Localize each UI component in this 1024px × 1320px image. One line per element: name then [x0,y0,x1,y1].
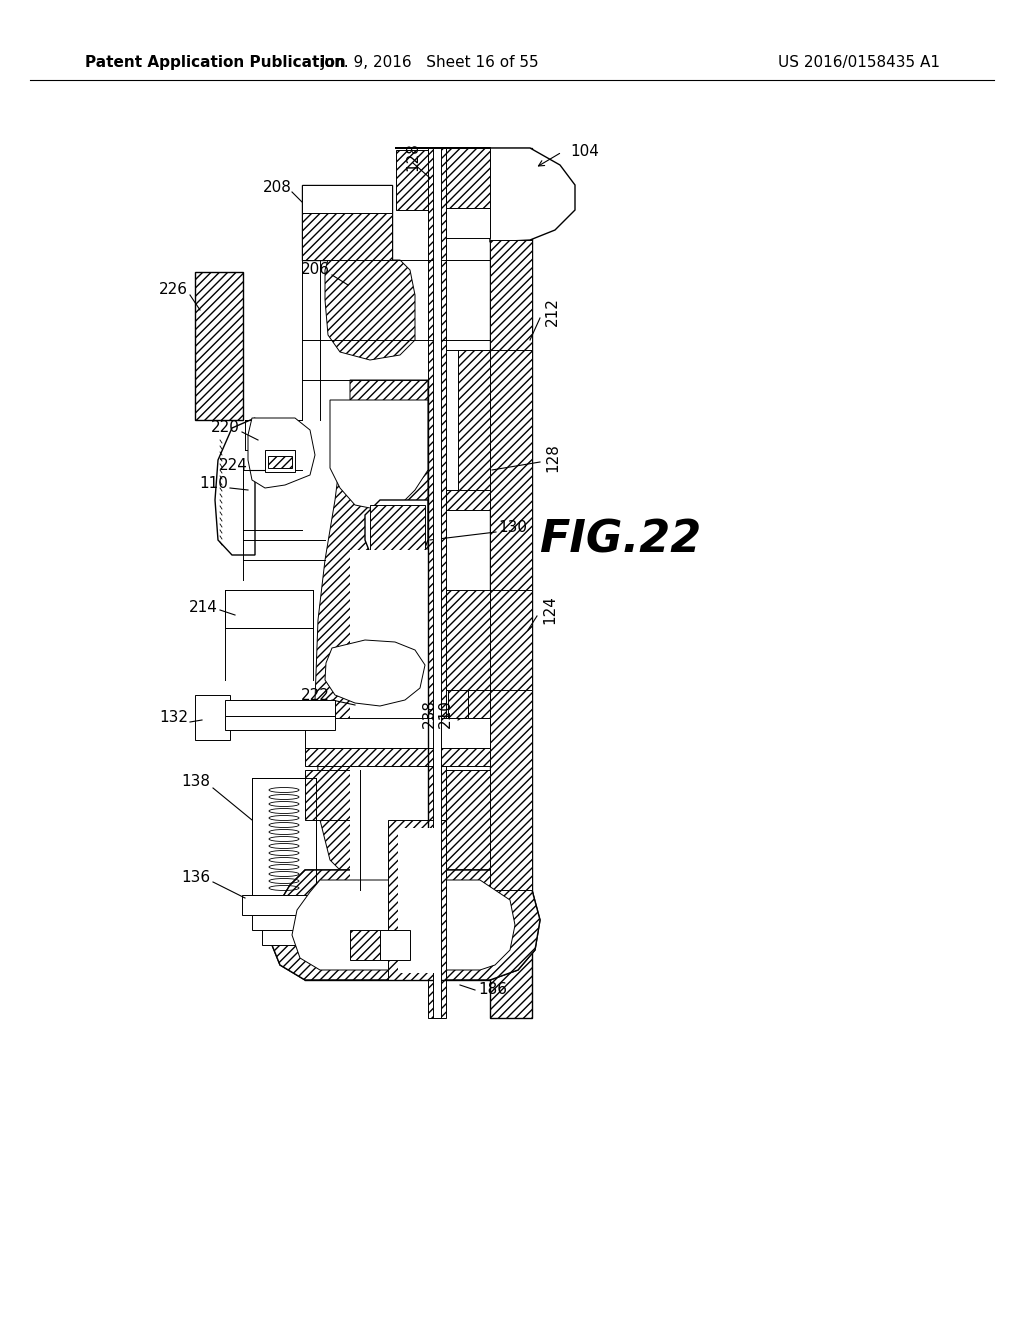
Text: 186: 186 [478,982,507,998]
Bar [398,828,436,973]
Bar [252,777,316,895]
Bar [302,213,392,260]
Bar [490,240,532,350]
Text: 224: 224 [219,458,248,474]
Text: 206: 206 [301,263,330,277]
Bar [458,350,490,490]
Bar [468,690,490,718]
Text: US 2016/0158435 A1: US 2016/0158435 A1 [778,54,940,70]
Bar [252,915,316,931]
Bar [305,748,490,766]
Text: 210: 210 [438,700,453,729]
Bar [305,770,490,820]
Bar [428,148,446,1018]
Text: 238: 238 [422,700,437,729]
Polygon shape [315,380,428,890]
Text: 226: 226 [159,282,188,297]
Bar [305,718,490,748]
Polygon shape [365,500,428,570]
Text: 104: 104 [570,144,599,160]
Bar [195,696,230,741]
Polygon shape [330,400,428,510]
Bar [449,690,468,718]
Text: 212: 212 [545,297,560,326]
Text: 128: 128 [545,444,560,473]
Bar [490,350,532,890]
Text: 128: 128 [406,143,421,172]
Bar [446,590,490,690]
Bar [225,590,313,628]
Bar [370,506,425,565]
Text: 124: 124 [542,595,557,624]
Text: 220: 220 [211,421,240,436]
Bar [350,550,428,890]
Bar [302,185,392,260]
Text: 208: 208 [263,181,292,195]
Bar [490,590,532,690]
Text: 130: 130 [498,520,527,536]
Bar [388,770,490,870]
Polygon shape [395,148,575,242]
Polygon shape [270,870,540,979]
Text: Jun. 9, 2016   Sheet 16 of 55: Jun. 9, 2016 Sheet 16 of 55 [321,54,540,70]
Text: 138: 138 [181,775,210,789]
Bar [242,895,316,915]
Bar [446,350,490,490]
Bar [268,455,292,469]
Bar [446,209,490,238]
Bar [396,150,489,210]
Bar [388,820,446,979]
Text: 110: 110 [199,477,228,491]
Bar [433,148,441,1018]
Bar [350,931,380,960]
Bar [225,715,335,730]
Text: 136: 136 [181,870,210,886]
Bar [446,459,490,510]
Text: FIG.22: FIG.22 [539,519,701,561]
Bar [225,590,313,628]
Bar [490,148,532,1018]
Bar [225,700,335,715]
Polygon shape [292,880,515,970]
Polygon shape [325,260,415,360]
Bar [195,272,243,420]
Bar [262,931,306,945]
Polygon shape [325,640,425,706]
Bar [265,450,295,473]
Bar [380,931,410,960]
Text: 132: 132 [159,710,188,726]
Bar [302,185,392,213]
Text: 214: 214 [189,601,218,615]
Text: Patent Application Publication: Patent Application Publication [85,54,346,70]
Bar [446,148,490,209]
Polygon shape [215,418,255,554]
Polygon shape [270,870,540,979]
Polygon shape [248,418,315,488]
Text: 222: 222 [301,689,330,704]
